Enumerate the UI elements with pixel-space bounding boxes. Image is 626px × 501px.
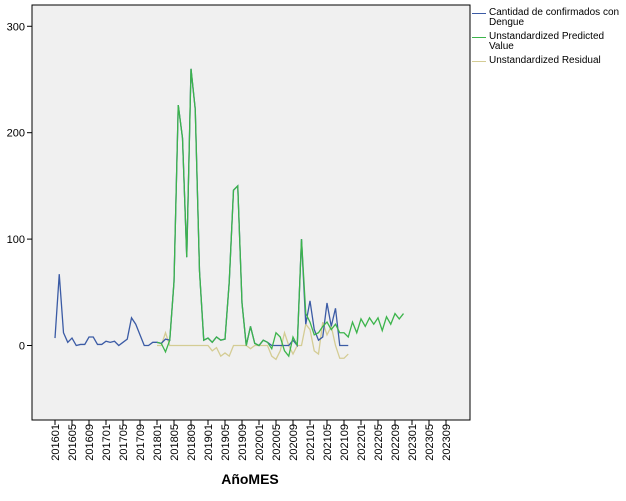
y-tick-label: 200: [7, 128, 25, 140]
x-tick-label: 202309: [441, 424, 453, 461]
x-tick-label: 201601: [50, 424, 62, 461]
plot-area: [31, 4, 471, 421]
x-tick-label: 201609: [84, 424, 96, 461]
x-tick-label: 201705: [118, 424, 130, 461]
x-tick-label: 202009: [288, 424, 300, 461]
x-tick-label: 202105: [322, 424, 334, 461]
legend-label: Cantidad de confirmados con Dengue: [489, 7, 620, 28]
legend-swatch: [472, 37, 486, 38]
x-tick-label: 201901: [203, 424, 215, 461]
x-tick-label: 202205: [373, 424, 385, 461]
x-tick-label: 202305: [424, 424, 436, 461]
y-tick-label: 0: [19, 341, 25, 353]
x-tick-label: 201701: [101, 424, 113, 461]
series-line: [156, 68, 405, 358]
x-axis-title: AñoMES: [221, 471, 279, 487]
legend-label: Unstandardized Residual: [489, 55, 601, 66]
x-tick-label: 202001: [254, 424, 266, 461]
legend-item: Cantidad de confirmados con Dengue: [472, 8, 622, 28]
x-tick-label: 202201: [356, 424, 368, 461]
x-tick-label: 201909: [237, 424, 249, 461]
x-tick-label: 201801: [152, 424, 164, 461]
series-line: [157, 321, 349, 361]
x-tick-label: 201605: [67, 424, 79, 461]
y-tick-label: 100: [7, 234, 25, 246]
x-tick-label: 202101: [305, 424, 317, 461]
x-tick-label: 201905: [220, 424, 232, 461]
x-tick-label: 201809: [186, 424, 198, 461]
x-tick-label: 202209: [390, 424, 402, 461]
x-tick-label: 202109: [339, 424, 351, 461]
x-tick-label: 201805: [169, 424, 181, 461]
legend-item: Unstandardized Predicted Value: [472, 32, 622, 52]
legend-swatch: [472, 13, 486, 14]
y-tick-label: 300: [7, 21, 25, 33]
legend-label: Unstandardized Predicted Value: [489, 31, 605, 52]
x-tick-label: 201709: [135, 424, 147, 461]
x-tick-label: 202005: [271, 424, 283, 461]
x-tick-label: 202301: [407, 424, 419, 461]
legend-item: Unstandardized Residual: [472, 56, 622, 66]
legend-swatch: [472, 61, 486, 62]
